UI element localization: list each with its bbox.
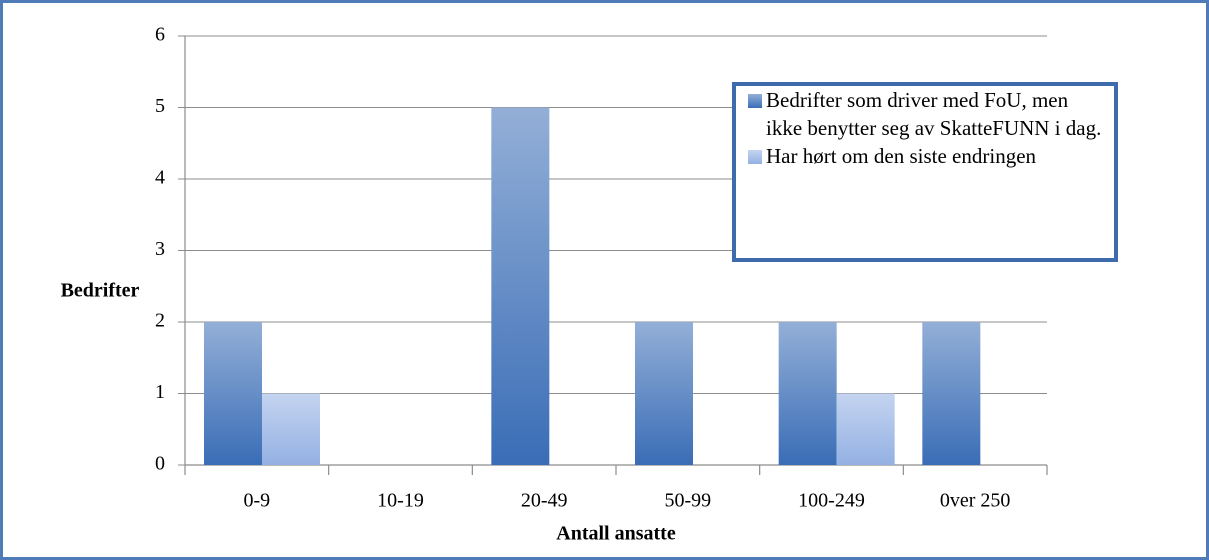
bar — [635, 322, 693, 465]
bar — [836, 393, 895, 465]
bar — [922, 322, 981, 465]
y-tick-label: 2 — [155, 310, 165, 332]
x-tick-label: 0-9 — [243, 490, 270, 512]
legend-entry: Bedrifter som driver med FoU, men ikke b… — [736, 86, 1106, 142]
y-tick-label: 1 — [155, 381, 165, 403]
x-axis-label: Antall ansatte — [556, 523, 676, 545]
x-tick-label: 100-249 — [798, 490, 865, 512]
legend-swatch — [748, 94, 762, 108]
x-tick-label: 0ver 250 — [940, 490, 1011, 512]
y-tick-label: 0 — [155, 453, 165, 475]
legend-label: Har hørt om den siste endringen — [766, 144, 1037, 168]
bar — [491, 107, 550, 465]
legend-entry: Har hørt om den siste endringen — [736, 142, 1106, 170]
x-tick-label: 10-19 — [377, 490, 424, 512]
x-tick-label: 20-49 — [521, 490, 568, 512]
y-axis-label: Bedrifter — [61, 280, 140, 302]
bar — [262, 393, 320, 465]
legend: Bedrifter som driver med FoU, men ikke b… — [732, 82, 1118, 262]
y-tick-label: 3 — [155, 238, 165, 260]
y-tick-label: 5 — [155, 95, 165, 117]
legend-label: Bedrifter som driver med FoU, men ikke b… — [766, 88, 1102, 140]
legend-swatch — [748, 150, 762, 164]
bar — [204, 322, 262, 465]
y-tick-label: 6 — [155, 24, 165, 46]
x-tick-label: 50-99 — [664, 490, 711, 512]
y-tick-label: 4 — [155, 167, 165, 189]
bar — [778, 322, 837, 465]
